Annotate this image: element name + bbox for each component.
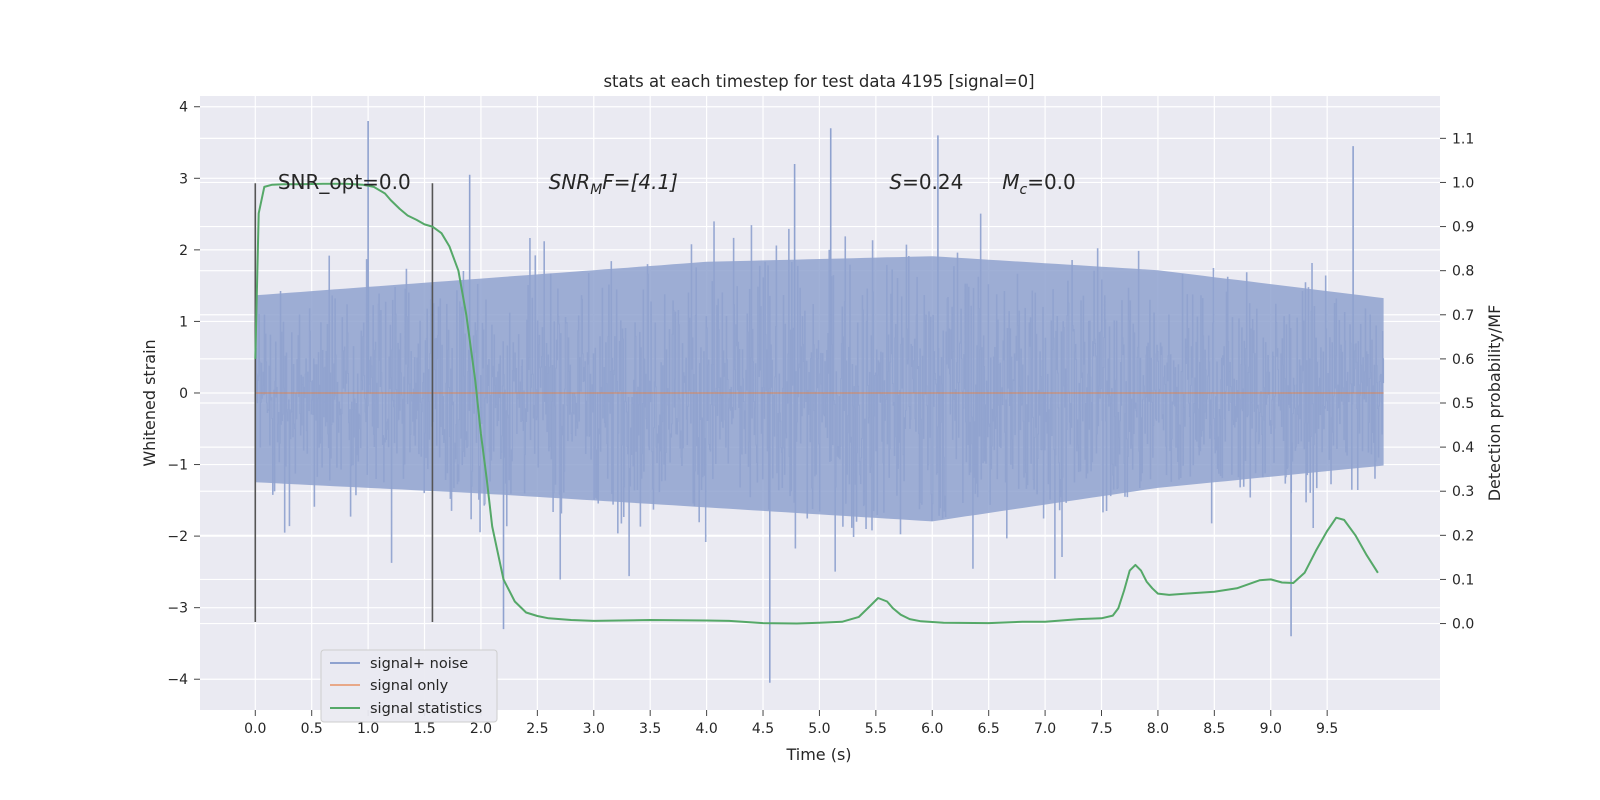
legend: signal+ noise signal only signal statist…: [320, 649, 498, 723]
chart-title: stats at each timestep for test data 419…: [603, 72, 1034, 91]
x-tick-label: 1.0: [357, 721, 379, 737]
legend-label-signal-only: signal only: [370, 678, 449, 694]
y-right-tick-label: 0.0: [1452, 617, 1474, 633]
y-right-tick-label: 0.4: [1452, 440, 1474, 456]
annotation: Mc=0.0: [1002, 170, 1076, 198]
y-right-tick-label: 0.8: [1452, 264, 1474, 280]
y-right-tick-label: 0.7: [1452, 308, 1474, 324]
y-left-tick-label: 2: [179, 243, 188, 259]
x-axis-label: Time (s): [785, 745, 851, 764]
x-tick-label: 1.5: [413, 721, 435, 737]
annotation-sub: c: [1019, 182, 1027, 198]
legend-box: [320, 649, 498, 723]
x-axis-ticks: 0.0 0.5 1.0 1.5 2.0 2.5 3.0 3.5 4.0 4.5 5.0 5.5 6.0 6…: [244, 710, 1338, 737]
x-tick-label: 9.5: [1316, 721, 1338, 737]
x-tick-label: 5.5: [865, 721, 887, 737]
y-right-tick-label: 0.9: [1452, 220, 1474, 236]
y-left-tick-label: 3: [179, 171, 188, 187]
annotation-main: M: [1002, 170, 1019, 194]
x-tick-label: 2.0: [470, 721, 492, 737]
x-tick-label: 7.0: [1034, 721, 1056, 737]
y-right-tick-label: 0.2: [1452, 528, 1474, 544]
y-left-tick-label: 4: [179, 100, 188, 116]
series-signal-noise: [254, 121, 1385, 683]
legend-label-signal-statistics: signal statistics: [370, 701, 482, 717]
noise-band: [255, 256, 1384, 522]
y-left-tick-label: 1: [179, 314, 188, 330]
x-tick-label: 4.0: [695, 721, 717, 737]
y-left-tick-label: −1: [167, 458, 188, 474]
signal-statistics-line: [254, 182, 1379, 625]
y-left-tick-label: 0: [179, 386, 188, 402]
y-left-tick-label: −4: [167, 672, 188, 688]
annotation-tail: F=[4.1]: [602, 170, 678, 194]
y-left-tick-label: −3: [167, 601, 188, 617]
x-tick-label: 8.5: [1203, 721, 1225, 737]
y-right-tick-label: 0.1: [1452, 572, 1474, 588]
annotation-main: SNR_opt=0.0: [278, 170, 411, 194]
annotation-main: S: [889, 170, 902, 194]
y-right-tick-label: 0.3: [1452, 484, 1474, 500]
x-tick-label: 0.5: [301, 721, 323, 737]
y-left-tick-label: −2: [167, 529, 188, 545]
y-left-axis-ticks: 4 3 2 1 0 −1 −2 −3 −4: [167, 100, 200, 688]
x-tick-label: 7.5: [1090, 721, 1112, 737]
y-right-tick-label: 0.5: [1452, 396, 1474, 412]
x-tick-label: 6.5: [978, 721, 1000, 737]
y-right-tick-label: 1.1: [1452, 131, 1474, 147]
x-tick-label: 4.5: [752, 721, 774, 737]
legend-label-signal-noise: signal+ noise: [370, 656, 468, 672]
y-left-axis-label: Whitened strain: [140, 339, 159, 466]
x-tick-label: 5.0: [808, 721, 830, 737]
annotations: SNR_opt=0.0 SNRMF=[4.1] S=0.24 Mc=0.0: [278, 170, 1076, 198]
x-tick-label: 3.5: [639, 721, 661, 737]
y-right-tick-label: 1.0: [1452, 175, 1474, 191]
x-tick-label: 3.0: [583, 721, 605, 737]
annotation-sub: M: [590, 182, 602, 198]
annotation-tail: =0.24: [902, 170, 963, 194]
annotation-main: SNR: [549, 170, 591, 194]
y-right-axis-ticks: 1.1 1.0 0.9 0.8 0.7 0.6 0.5 0.4 0.3 0.2 0.1 0.0: [1440, 131, 1474, 633]
annotation: SNRMF=[4.1]: [549, 170, 678, 198]
annotation-tail: =0.0: [1027, 170, 1076, 194]
x-tick-label: 0.0: [244, 721, 266, 737]
vertical-markers: [254, 183, 434, 622]
y-right-tick-label: 0.6: [1452, 352, 1474, 368]
annotation: SNR_opt=0.0: [278, 170, 411, 194]
x-tick-label: 6.0: [921, 721, 943, 737]
x-tick-label: 9.0: [1260, 721, 1282, 737]
x-tick-label: 8.0: [1147, 721, 1169, 737]
annotation: S=0.24: [889, 170, 963, 194]
series-signal-statistics: [254, 182, 1379, 625]
y-right-axis-label: Detection probability/MF: [1485, 305, 1504, 502]
x-tick-label: 2.5: [526, 721, 548, 737]
